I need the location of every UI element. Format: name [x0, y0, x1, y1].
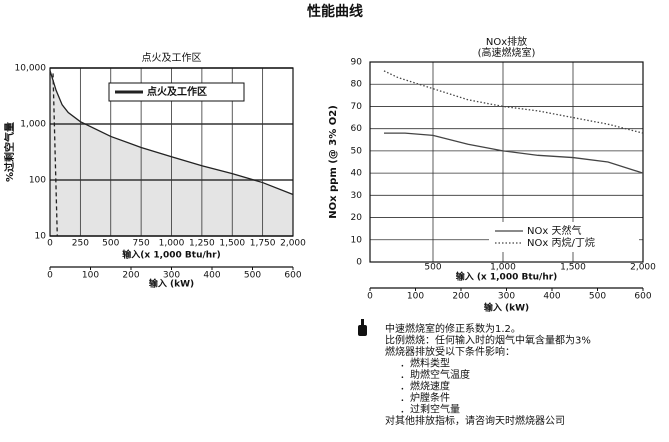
y-tick-label: 50	[351, 146, 363, 156]
hand-icon	[358, 319, 367, 336]
chart-subtitle: (高速燃烧室)	[478, 46, 536, 59]
x2-tick-label: 600	[634, 292, 651, 302]
x-tick-label: 250	[72, 239, 89, 249]
x2-axis-label: 输入 (kW)	[484, 302, 529, 314]
x2-tick-label: 300	[498, 292, 515, 302]
x2-axis-label: 输入 (kW)	[149, 278, 194, 290]
legend-label: NOx 丙烷/丁烷	[527, 236, 595, 249]
factor: ．燃料类型	[400, 357, 450, 370]
note: 比例燃烧：任何输入时的烟气中氧含量都为3%	[385, 334, 591, 347]
x-tick-label: 500	[102, 239, 119, 249]
y-tick-label: 30	[351, 191, 363, 201]
factor: ．过剩空气量	[400, 403, 460, 416]
y-tick-label: 0	[356, 258, 362, 268]
note: 中速燃烧室的修正系数为1.2。	[385, 322, 521, 335]
x-tick-label: 1,250	[189, 239, 215, 249]
line	[52, 73, 58, 237]
plot-frame	[49, 67, 294, 237]
y-axis-label: NOx ppm (@ 3% O2)	[328, 105, 339, 219]
legend-label: NOx 天然气	[527, 224, 581, 237]
x-tick-label: 0	[47, 239, 53, 249]
y-axis-label: %过剩空气量	[3, 122, 16, 182]
y-tick-label: 20	[351, 213, 363, 223]
x2-tick-label: 400	[203, 271, 220, 281]
x-tick-label: 1,750	[250, 239, 276, 249]
x-axis-label: 输入 (x 1,000 Btu/hr)	[456, 271, 558, 283]
line	[49, 70, 294, 196]
x2-tick-label: 100	[407, 292, 424, 302]
y-tick-label: 90	[351, 58, 363, 68]
x2-tick-label: 400	[543, 292, 560, 302]
x-tick-label: 1,500	[219, 239, 245, 249]
y-tick-label: 40	[351, 169, 363, 179]
x2-tick-label: 100	[82, 271, 99, 281]
chart-title: NOx排放	[486, 35, 527, 48]
chart-title: 点火及工作区	[142, 52, 202, 64]
legend-box	[489, 222, 639, 252]
y-tick-label: 1,000	[20, 120, 46, 130]
x2-tick-label: 300	[163, 271, 180, 281]
y-tick-label: 10,000	[15, 64, 47, 74]
footer-note: 对其他排放指标，请咨询天时燃烧器公司	[385, 414, 565, 427]
factor: ．燃烧速度	[400, 380, 450, 393]
legend-label: 点火及工作区	[147, 85, 207, 98]
x2-tick-label: 200	[452, 292, 469, 302]
legend-box	[108, 82, 245, 102]
y-tick-label: 60	[351, 124, 363, 134]
y-tick-label: 10	[351, 235, 363, 245]
page-title: 性能曲线	[307, 3, 363, 20]
x-tick-label: 2,000	[280, 239, 306, 249]
plot-frame	[369, 61, 644, 263]
x-tick-label: 1,000	[159, 239, 185, 249]
x-tick-label: 1,500	[560, 263, 586, 273]
x-tick-label: 2,000	[630, 263, 656, 273]
x2-tick-label: 0	[367, 292, 373, 302]
x2-tick-label: 500	[589, 292, 606, 302]
x-axis-label: 输入(x 1,000 Btu/hr)	[122, 249, 220, 261]
y-tick-label: 10	[35, 232, 47, 242]
x-tick-label: 750	[133, 239, 150, 249]
y-tick-label: 70	[351, 102, 363, 112]
x-tick-label: 500	[424, 263, 441, 273]
note: 燃烧器排放受以下条件影响：	[385, 345, 515, 358]
x-tick-label: 1,000	[490, 263, 516, 273]
line	[383, 70, 644, 134]
factor: ．助燃空气温度	[400, 368, 470, 381]
line	[384, 132, 644, 174]
x2-tick-label: 600	[284, 271, 301, 281]
x2-tick-label: 0	[47, 271, 53, 281]
x2-tick-label: 200	[122, 271, 139, 281]
factor: ．炉膛条件	[400, 391, 450, 404]
y-tick-label: 100	[29, 176, 46, 186]
x2-tick-label: 500	[244, 271, 261, 281]
y-tick-label: 80	[351, 80, 363, 90]
